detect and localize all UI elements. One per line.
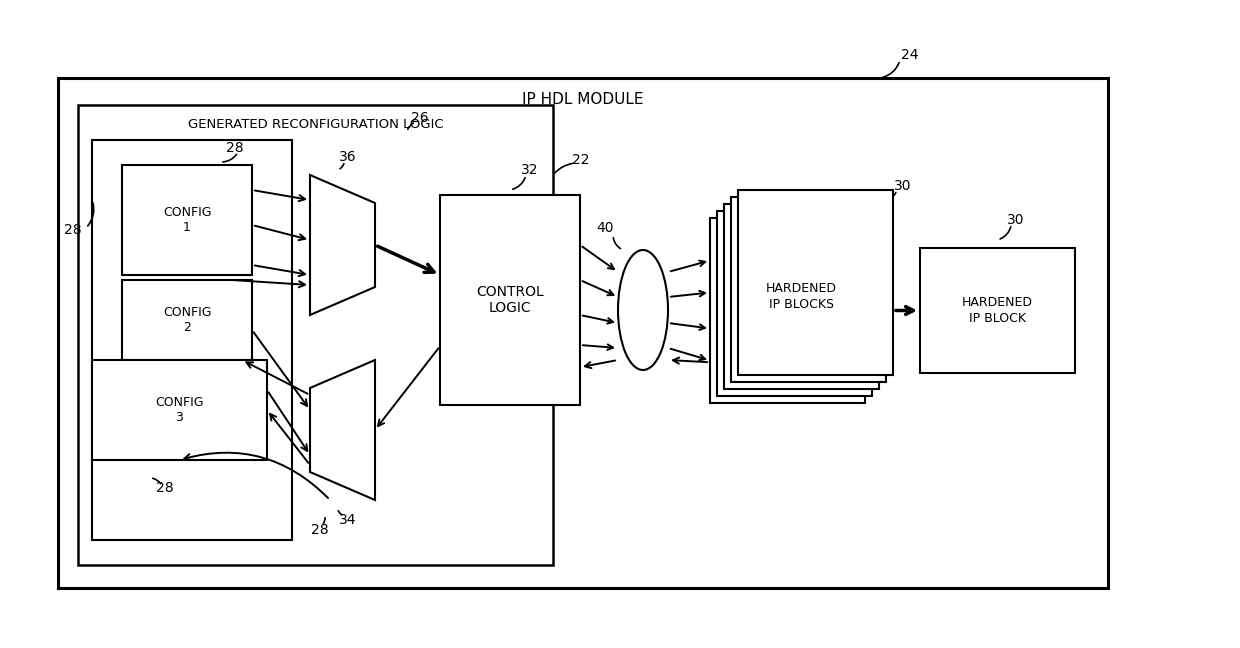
Polygon shape xyxy=(310,360,374,500)
Text: HARDENED
IP BLOCKS: HARDENED IP BLOCKS xyxy=(766,283,837,310)
Text: 24: 24 xyxy=(901,48,919,62)
Text: GENERATED RECONFIGURATION LOGIC: GENERATED RECONFIGURATION LOGIC xyxy=(187,119,444,132)
Bar xyxy=(92,140,291,540)
Text: 28: 28 xyxy=(311,523,329,537)
Text: 34: 34 xyxy=(339,513,356,527)
Text: 28: 28 xyxy=(156,481,174,495)
Text: HARDENED
IP BLOCK: HARDENED IP BLOCK xyxy=(962,297,1033,325)
Text: 26: 26 xyxy=(412,111,429,125)
Bar xyxy=(122,165,252,275)
Bar xyxy=(717,211,872,396)
Text: 30: 30 xyxy=(894,179,911,193)
Polygon shape xyxy=(310,175,374,315)
Text: CONFIG
2: CONFIG 2 xyxy=(162,306,211,334)
Text: CONFIG
3: CONFIG 3 xyxy=(155,396,203,424)
Bar xyxy=(711,218,866,403)
Bar xyxy=(92,360,267,460)
Bar xyxy=(724,204,879,389)
Text: CONTROL
LOGIC: CONTROL LOGIC xyxy=(476,285,544,315)
Text: 30: 30 xyxy=(1007,213,1024,227)
Text: 28: 28 xyxy=(226,141,244,155)
Bar xyxy=(58,78,1109,588)
Text: 22: 22 xyxy=(572,153,590,167)
Bar xyxy=(920,248,1075,373)
Text: 36: 36 xyxy=(339,150,356,164)
Bar xyxy=(440,195,580,405)
Bar xyxy=(732,197,887,382)
Text: 40: 40 xyxy=(596,221,614,235)
Text: CONFIG
1: CONFIG 1 xyxy=(162,206,211,234)
Bar xyxy=(122,280,252,360)
Text: IP HDL MODULE: IP HDL MODULE xyxy=(522,93,644,108)
Bar xyxy=(738,190,893,375)
Text: 32: 32 xyxy=(521,163,538,177)
Text: 28: 28 xyxy=(64,223,82,237)
Bar xyxy=(78,105,553,565)
